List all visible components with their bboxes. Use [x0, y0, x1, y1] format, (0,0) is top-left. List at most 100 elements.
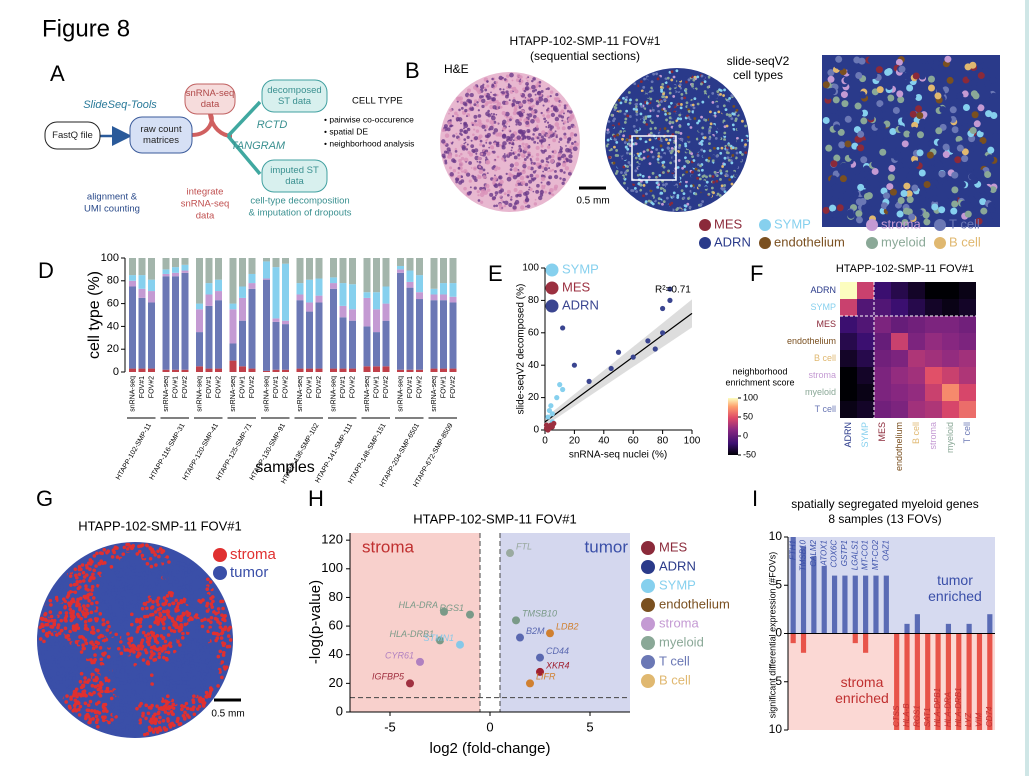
texture-dot: [673, 97, 677, 100]
legend-label: T cell: [949, 216, 980, 231]
texture-dot: [517, 110, 523, 116]
texture-dot: [93, 653, 97, 657]
texture-dot: [822, 206, 830, 214]
texture-dot: [713, 151, 717, 155]
texture-dot: [56, 664, 61, 669]
texture-dot: [476, 101, 479, 104]
texture-dot: [677, 159, 681, 162]
node-label: FastQ file: [52, 130, 93, 141]
texture-dot: [97, 700, 101, 705]
texture-dot: [722, 94, 725, 97]
x-tick-label: 100: [684, 436, 701, 447]
texture-dot: [530, 110, 534, 114]
texture-dot: [135, 647, 140, 652]
texture-dot: [719, 169, 723, 173]
texture-dot: [74, 708, 79, 713]
texture-dot: [71, 609, 75, 614]
texture-dot: [152, 658, 156, 662]
x-tick-label: snRNA-seq: [196, 376, 203, 412]
texture-dot: [184, 566, 188, 571]
texture-dot: [517, 149, 521, 153]
texture-dot: [690, 164, 693, 168]
texture-dot: [69, 614, 74, 619]
texture-dot: [702, 76, 706, 80]
bar-segment: [162, 258, 170, 270]
texture-dot: [111, 568, 116, 572]
texture-dot: [697, 191, 700, 195]
texture-dot: [81, 570, 86, 575]
texture-dot: [512, 205, 517, 210]
texture-dot: [184, 572, 189, 577]
texture-dot: [454, 153, 458, 158]
texture-dot: [936, 86, 944, 94]
texture-dot: [697, 196, 701, 200]
bar-segment: [172, 267, 179, 273]
texture-dot: [666, 76, 670, 80]
texture-dot: [671, 115, 675, 119]
texture-dot: [644, 140, 648, 144]
texture-dot: [630, 127, 633, 130]
texture-dot: [675, 69, 679, 73]
texture-dot: [90, 584, 95, 589]
colorbar-label: neighborhood: [732, 366, 787, 376]
bar-segment: [306, 302, 313, 312]
row-label: SYMP: [810, 302, 836, 312]
texture-dot: [987, 146, 995, 154]
texture-dot: [133, 711, 137, 716]
texture-dot: [633, 137, 637, 141]
texture-dot: [138, 562, 143, 567]
texture-dot: [472, 133, 475, 137]
texture-dot: [474, 148, 479, 153]
texture-dot: [723, 162, 726, 166]
texture-dot: [92, 678, 97, 682]
heatmap-cell: [840, 401, 857, 418]
texture-dot: [570, 152, 573, 155]
texture-dot: [74, 603, 79, 608]
texture-dot: [867, 113, 875, 121]
texture-dot: [713, 111, 717, 115]
texture-dot: [195, 604, 200, 608]
bar-segment: [373, 292, 380, 310]
texture-dot: [518, 80, 521, 83]
texture-dot: [152, 685, 157, 689]
figure-title: Figure 8: [42, 15, 130, 42]
texture-dot: [162, 596, 167, 600]
texture-dot: [94, 612, 98, 616]
texture-dot: [179, 673, 184, 678]
bar-segment: [172, 369, 179, 372]
texture-dot: [543, 117, 546, 121]
texture-dot: [879, 148, 887, 156]
texture-dot: [155, 677, 160, 682]
texture-dot: [521, 133, 524, 137]
texture-dot: [53, 591, 58, 596]
texture-dot: [113, 690, 118, 694]
texture-dot: [491, 77, 494, 81]
texture-dot: [885, 67, 893, 75]
texture-dot: [677, 177, 681, 180]
texture-dot: [41, 629, 46, 633]
texture-dot: [838, 141, 846, 149]
texture-dot: [515, 100, 519, 105]
texture-dot: [666, 205, 670, 209]
heatmap-cell: [891, 350, 908, 367]
texture-dot: [480, 200, 484, 204]
texture-dot: [633, 186, 637, 190]
texture-dot: [181, 631, 185, 636]
texture-dot: [441, 139, 446, 144]
texture-dot: [719, 127, 723, 131]
texture-dot: [698, 95, 702, 99]
texture-dot: [671, 121, 675, 124]
texture-dot: [90, 672, 95, 677]
bar-segment: [440, 368, 447, 372]
texture-dot: [534, 111, 537, 114]
texture-dot: [166, 719, 170, 723]
colorbar-tick-label: 0: [743, 430, 748, 440]
texture-dot: [104, 721, 108, 725]
texture-dot: [955, 109, 963, 117]
texture-dot: [190, 661, 195, 665]
texture-dot: [43, 612, 47, 617]
texture-dot: [176, 608, 180, 612]
texture-dot: [559, 168, 563, 173]
texture-dot: [67, 601, 71, 606]
texture-dot: [958, 125, 966, 133]
